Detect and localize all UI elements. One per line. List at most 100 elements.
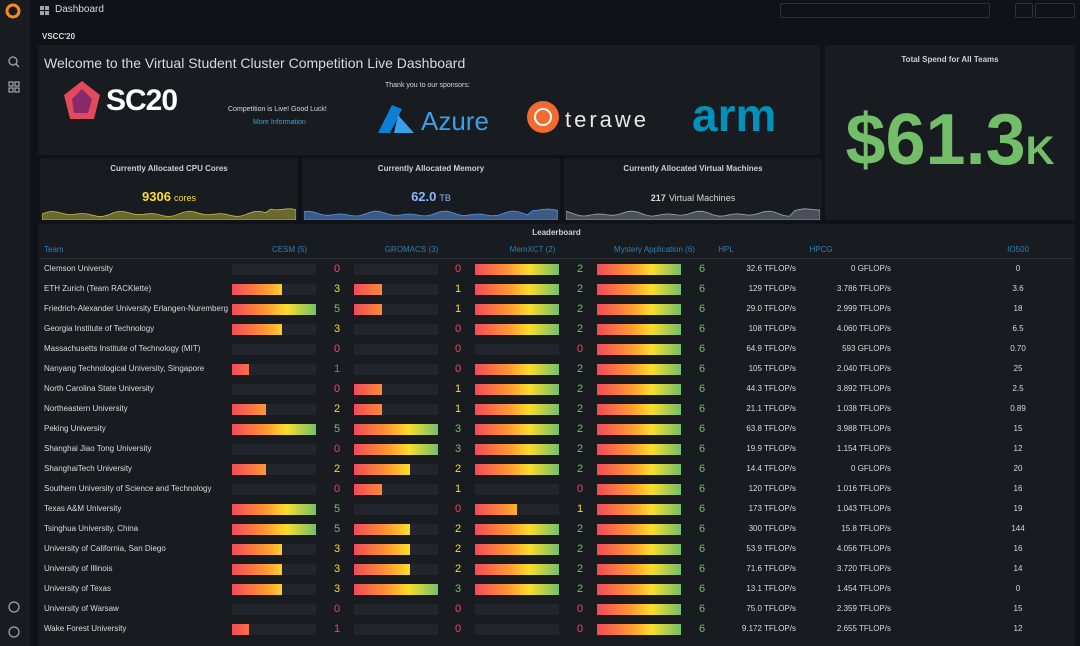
team-name: Massachusetts Institute of Technology (M… [44,344,201,353]
bar-track [354,624,438,635]
grid-icon [40,6,49,15]
column-header: GROMACS (3) [384,245,439,254]
team-name: Northeastern University [44,404,128,413]
team-name: ShanghaiTech University [44,464,133,473]
metric-value: 53.9 TFLOP/s [746,544,796,553]
help-icon[interactable] [8,626,20,638]
metric-value: 15.8 TFLOP/s [841,524,891,533]
metric-value: 0 GFLOP/s [850,464,891,473]
team-name: Friedrich-Alexander University Erlangen-… [44,304,229,313]
bar-track [232,584,316,595]
score-bar [597,264,681,275]
metric-value: 1.043 TFLOP/s [836,504,891,513]
time-picker[interactable] [780,3,990,18]
zoom-button[interactable] [1015,3,1033,18]
score-value: 2 [576,303,584,315]
stat-value-row: 62.0 TB [302,188,560,206]
team-name: Clemson University [44,264,113,273]
signin-icon[interactable] [8,601,20,613]
score-value: 2 [576,463,584,475]
score-value: 6 [698,563,706,575]
bar-track [354,504,438,515]
score-value: 2 [576,443,584,455]
team-name: Georgia Institute of Technology [44,324,155,333]
bar-track [354,424,438,435]
column-header: MemXCT (2) [509,245,556,254]
score-value: 0 [576,603,584,615]
bar-track [232,344,316,355]
stat-value: 62.0 [411,189,437,204]
score-bar [354,384,382,395]
bar-track [475,344,559,355]
metric-value: 108 TFLOP/s [748,324,796,333]
refresh-button[interactable] [1035,3,1075,18]
live-text: Competition is Live! Good Luck! [228,106,327,113]
score-value: 2 [576,543,584,555]
score-bar [475,444,559,455]
score-value: 6 [698,363,706,375]
bar-track [597,444,681,455]
grafana-logo[interactable] [5,3,21,19]
score-bar [475,324,559,335]
stat-panel: Currently Allocated Memory 62.0 TB [302,158,560,220]
column-header: Mystery Application (6) [614,245,695,254]
metric-value: 593 GFLOP/s [842,344,891,353]
bar-track [597,624,681,635]
score-value: 5 [333,303,341,315]
score-value: 1 [454,383,462,395]
score-bar [475,504,517,515]
score-bar [232,324,283,335]
metric-value: 9.172 TFLOP/s [741,624,796,633]
search-icon[interactable] [8,56,18,66]
bar-track [597,424,681,435]
column-header: Team [44,245,64,254]
score-value: 2 [576,583,584,595]
score-value: 6 [698,263,706,275]
metric-value: 71.6 TFLOP/s [746,564,796,573]
score-bar [232,424,316,435]
score-value: 6 [698,503,706,515]
metric-value: 64.9 TFLOP/s [746,344,796,353]
score-value: 2 [576,523,584,535]
metric-value: 129 TFLOP/s [748,284,796,293]
bar-track [475,384,559,395]
score-value: 2 [576,423,584,435]
metric-value: 6.5 [1012,324,1024,333]
score-value: 0 [454,503,462,515]
dashboards-icon[interactable] [8,81,20,93]
score-bar [475,304,559,315]
bar-track [232,504,316,515]
bar-track [597,604,681,615]
score-bar [475,424,559,435]
score-value: 6 [698,463,706,475]
score-value: 0 [454,363,462,375]
score-value: 2 [576,403,584,415]
score-value: 0 [454,263,462,275]
metric-value: 63.8 TFLOP/s [746,424,796,433]
breadcrumb[interactable]: Dashboard [55,4,104,15]
score-value: 5 [333,423,341,435]
score-value: 3 [333,283,341,295]
metric-value: 1.154 TFLOP/s [836,444,891,453]
bar-track [354,344,438,355]
score-value: 1 [454,283,462,295]
score-value: 2 [333,403,341,415]
score-bar [597,624,681,635]
score-value: 6 [698,583,706,595]
row-title[interactable]: VSCC'20 [42,32,76,41]
metric-value: 29.0 TFLOP/s [746,304,796,313]
metric-value: 120 TFLOP/s [748,484,796,493]
score-bar [354,464,410,475]
bar-track [354,284,438,295]
bar-track [354,604,438,615]
score-value: 1 [333,623,341,635]
score-bar [232,404,266,415]
metric-value: 75.0 TFLOP/s [746,604,796,613]
more-info-link[interactable]: More Information [253,119,306,126]
column-header: CESM (5) [271,245,308,254]
bar-track [475,564,559,575]
bar-track [232,624,316,635]
score-value: 6 [698,443,706,455]
score-bar [597,444,681,455]
